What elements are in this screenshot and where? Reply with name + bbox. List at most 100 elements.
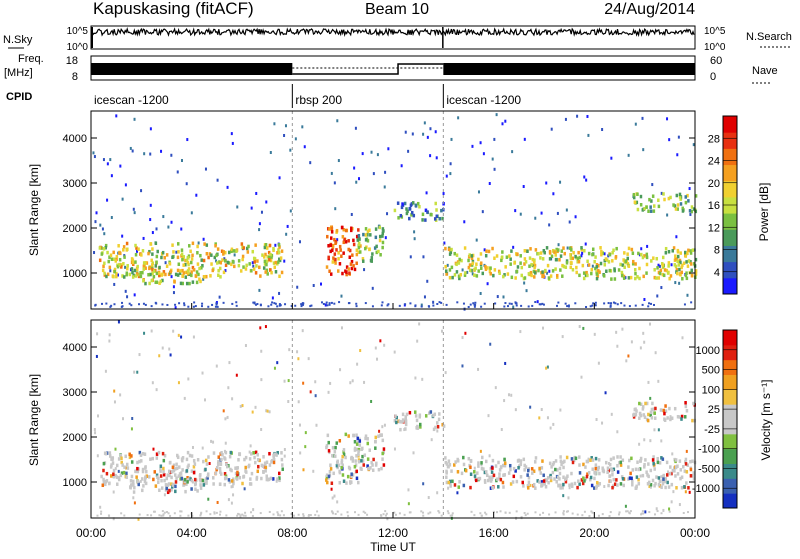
echo-cell: [585, 270, 588, 275]
echo-cell: [120, 456, 123, 461]
echo-cell: [255, 191, 258, 195]
echo-cell: [520, 265, 524, 270]
echo-cell: [287, 400, 290, 404]
echo-cell: [520, 273, 523, 278]
echo-cell: [277, 248, 280, 252]
echo-cell: [110, 174, 113, 178]
echo-cell: [555, 273, 559, 278]
echo-cell: [262, 266, 266, 270]
colorbar-tick-label: 24: [708, 156, 720, 168]
echo-cell: [618, 511, 621, 514]
echo-cell: [598, 270, 601, 274]
echo-cell: [654, 481, 657, 486]
echo-cell: [193, 301, 196, 304]
echo-cell: [616, 303, 619, 306]
echo-cell: [686, 193, 689, 198]
echo-cell: [248, 457, 252, 461]
echo-cell: [170, 482, 173, 486]
echo-cell: [515, 510, 518, 513]
echo-cell: [358, 250, 362, 254]
echo-cell: [619, 455, 622, 459]
echo-cell: [670, 263, 673, 267]
echo-cell: [169, 353, 172, 357]
echo-cell: [369, 466, 372, 470]
echo-cell: [353, 440, 357, 444]
echo-cell: [640, 252, 643, 257]
x-tick-label: 04:00: [177, 526, 207, 540]
echo-cell: [262, 255, 266, 259]
echo-cell: [541, 270, 544, 274]
echo-cell: [236, 514, 239, 517]
echo-cell: [685, 409, 689, 413]
echo-cell: [224, 450, 228, 455]
echo-cell: [658, 461, 662, 465]
echo-cell: [637, 467, 641, 472]
echo-cell: [222, 409, 225, 413]
echo-cell: [644, 510, 647, 514]
echo-cell: [649, 468, 653, 473]
echo-cell: [424, 218, 427, 222]
echo-cell: [678, 267, 681, 272]
echo-cell: [175, 476, 178, 480]
echo-cell: [387, 147, 390, 151]
echo-cell: [630, 456, 633, 461]
echo-cell: [355, 433, 358, 437]
echo-cell: [136, 249, 139, 253]
echo-cell: [424, 208, 428, 213]
echo-cell: [199, 253, 202, 258]
echo-cell: [639, 413, 643, 418]
echo-cell: [364, 238, 368, 242]
echo-cell: [142, 278, 145, 283]
echo-cell: [202, 258, 206, 263]
echo-cell: [627, 153, 630, 157]
echo-cell: [335, 248, 338, 252]
echo-cell: [162, 514, 165, 517]
echo-cell: [374, 463, 378, 467]
echo-cell: [202, 277, 205, 281]
echo-cell: [160, 486, 164, 490]
echo-cell: [132, 496, 135, 500]
echo-cell: [672, 490, 675, 494]
echo-cell: [180, 510, 183, 513]
echo-cell: [610, 412, 613, 416]
echo-cell: [407, 502, 410, 506]
echo-cell: [430, 438, 433, 442]
echo-cell: [335, 441, 339, 445]
echo-cell: [176, 453, 179, 458]
echo-cell: [125, 471, 128, 476]
echo-cell: [364, 434, 368, 438]
echo-cell: [501, 122, 504, 126]
echo-cell: [627, 477, 630, 481]
echo-cell: [676, 271, 679, 276]
echo-cell: [141, 477, 144, 481]
echo-cell: [539, 256, 542, 260]
echo-cell: [636, 460, 639, 464]
echo-cell: [503, 457, 506, 462]
echo-cell: [501, 480, 505, 485]
echo-cell: [326, 433, 330, 438]
echo-cell: [514, 469, 517, 473]
echo-cell: [595, 276, 599, 281]
echo-cell: [215, 465, 219, 470]
echo-cell: [161, 451, 165, 456]
echo-cell: [684, 457, 688, 462]
echo-cell: [150, 278, 154, 283]
echo-cell: [591, 252, 594, 257]
echo-cell: [199, 486, 203, 490]
echo-cell: [597, 514, 600, 517]
echo-cell: [351, 459, 355, 463]
echo-cell: [639, 456, 643, 461]
echo-cell: [142, 302, 145, 305]
echo-cell: [278, 476, 281, 480]
echo-cell: [631, 479, 634, 484]
echo-cell: [166, 490, 170, 495]
echo-cell: [101, 268, 105, 273]
echo-cell: [312, 283, 315, 287]
echo-cell: [568, 486, 571, 490]
echo-cell: [497, 269, 501, 274]
echo-cell: [309, 390, 312, 394]
echo-cell: [553, 250, 556, 254]
echo-cell: [149, 152, 152, 156]
echo-cell: [355, 454, 358, 458]
echo-cell: [220, 451, 223, 455]
